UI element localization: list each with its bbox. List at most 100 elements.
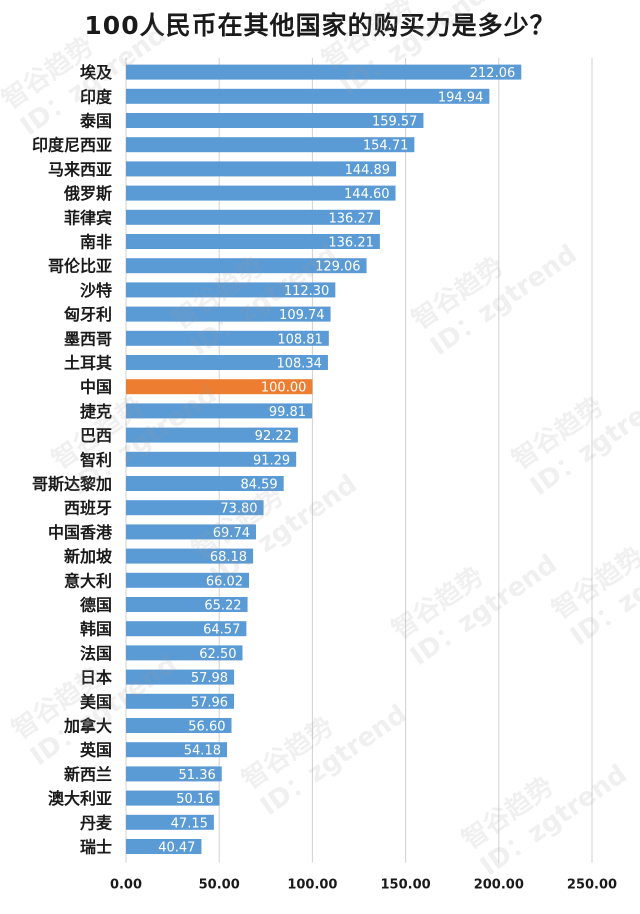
value-label: 91.29 bbox=[253, 453, 290, 468]
value-label: 57.98 bbox=[191, 671, 228, 686]
category-label: 智利 bbox=[80, 450, 112, 469]
bar bbox=[126, 500, 264, 516]
value-label: 47.15 bbox=[171, 816, 208, 831]
bar bbox=[126, 330, 329, 346]
value-label: 136.21 bbox=[328, 236, 374, 251]
bar bbox=[126, 137, 415, 153]
value-label: 109.74 bbox=[279, 308, 325, 323]
category-label: 意大利 bbox=[64, 571, 112, 590]
bar bbox=[126, 476, 284, 491]
x-tick-label: 50.00 bbox=[199, 878, 240, 893]
x-tick-label: 100.00 bbox=[287, 878, 337, 893]
category-label: 瑞士 bbox=[80, 838, 112, 857]
category-label: 英国 bbox=[79, 741, 112, 760]
category-label: 印度尼西亚 bbox=[32, 136, 112, 155]
value-label: 64.57 bbox=[203, 623, 240, 638]
x-axis-ticks: 0.00 50.00 100.00 150.00 200.00 250.00 bbox=[110, 878, 617, 893]
category-label: 丹麦 bbox=[80, 813, 113, 832]
category-label: 俄罗斯 bbox=[63, 184, 112, 203]
category-label: 土耳其 bbox=[64, 354, 112, 373]
bar bbox=[126, 88, 490, 104]
value-label: 154.71 bbox=[363, 139, 409, 154]
value-label: 99.81 bbox=[269, 405, 306, 420]
value-label: 136.27 bbox=[329, 211, 375, 226]
bar bbox=[126, 742, 227, 758]
value-label: 66.02 bbox=[206, 574, 243, 589]
value-label: 194.94 bbox=[438, 90, 484, 105]
category-label: 泰国 bbox=[79, 112, 112, 131]
bar bbox=[126, 209, 381, 225]
value-label: 144.60 bbox=[344, 187, 390, 202]
value-label: 65.22 bbox=[204, 599, 241, 614]
category-label: 巴西 bbox=[80, 426, 112, 445]
bar bbox=[126, 645, 243, 661]
value-label: 144.89 bbox=[345, 163, 391, 178]
category-label: 印度 bbox=[80, 87, 113, 106]
category-label: 澳大利亚 bbox=[48, 789, 112, 808]
value-label: 100.00 bbox=[261, 381, 307, 396]
category-label: 墨西哥 bbox=[64, 329, 112, 348]
category-label: 加拿大 bbox=[63, 717, 112, 736]
bar bbox=[126, 451, 297, 467]
x-tick-label: 250.00 bbox=[567, 878, 617, 893]
category-label: 中国 bbox=[80, 378, 112, 397]
value-label: 50.16 bbox=[176, 792, 213, 807]
value-label: 84.59 bbox=[240, 478, 277, 493]
bar bbox=[126, 572, 250, 588]
category-label: 新西兰 bbox=[64, 765, 112, 784]
value-label: 68.18 bbox=[210, 550, 247, 565]
bar bbox=[126, 234, 380, 249]
category-label: 哥伦比亚 bbox=[48, 257, 112, 276]
category-label: 韩国 bbox=[80, 620, 112, 639]
bar bbox=[126, 839, 202, 854]
bar bbox=[126, 621, 247, 637]
value-label: 51.36 bbox=[179, 768, 216, 783]
bar bbox=[126, 64, 522, 80]
value-label: 73.80 bbox=[220, 502, 257, 517]
bar bbox=[126, 258, 367, 274]
bar bbox=[126, 814, 214, 830]
value-label: 108.34 bbox=[276, 357, 322, 372]
value-label: 69.74 bbox=[213, 526, 250, 541]
category-label: 沙特 bbox=[80, 281, 112, 300]
chart-title: 100人民币在其他国家的购买力是多少？ bbox=[84, 11, 556, 40]
value-label: 62.50 bbox=[199, 647, 236, 662]
bar bbox=[126, 766, 222, 782]
x-tick-label: 0.00 bbox=[110, 878, 142, 893]
category-label: 法国 bbox=[80, 644, 112, 663]
bar bbox=[126, 718, 232, 733]
bar bbox=[126, 306, 331, 322]
category-label: 新加坡 bbox=[64, 547, 113, 566]
value-label: 112.30 bbox=[284, 284, 330, 299]
bar bbox=[126, 597, 248, 612]
x-tick-label: 200.00 bbox=[474, 878, 524, 893]
bar bbox=[126, 161, 397, 177]
bar bbox=[126, 790, 220, 806]
bar bbox=[126, 693, 235, 709]
x-tick-label: 150.00 bbox=[381, 878, 431, 893]
category-labels: 埃及印度泰国印度尼西亚马来西亚俄罗斯菲律宾南非哥伦比亚沙特匈牙利墨西哥土耳其中国… bbox=[32, 63, 113, 856]
category-label: 西班牙 bbox=[64, 499, 112, 518]
category-label: 美国 bbox=[80, 692, 112, 711]
bar bbox=[126, 185, 396, 201]
bar bbox=[126, 403, 313, 419]
value-label: 54.18 bbox=[184, 744, 221, 759]
bars bbox=[126, 64, 522, 854]
bar bbox=[126, 379, 313, 395]
category-label: 马来西亚 bbox=[48, 160, 112, 179]
bar bbox=[126, 282, 336, 298]
bar bbox=[126, 548, 254, 564]
value-label: 40.47 bbox=[158, 841, 195, 856]
bar bbox=[126, 113, 424, 128]
category-label: 哥斯达黎加 bbox=[32, 475, 112, 494]
value-labels: 212.06 194.94 159.57 154.71 144.89 144.60 136.… bbox=[158, 66, 515, 855]
bar bbox=[126, 427, 298, 443]
bar bbox=[126, 355, 328, 370]
